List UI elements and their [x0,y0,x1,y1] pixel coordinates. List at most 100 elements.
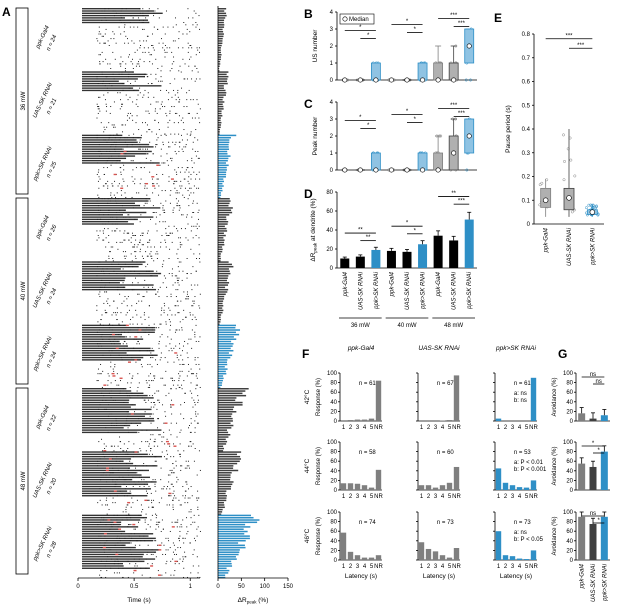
raster-dot [142,12,144,14]
raster-dot [195,178,197,180]
raster-dot [182,150,184,152]
raster-dot [103,185,105,187]
histogram-bar [218,467,234,469]
raster-dot [135,338,137,340]
histogram-bar [218,562,232,565]
raster-dot [150,402,152,403]
raster-dot [189,542,191,544]
raster-dot [193,162,195,164]
raster-dot [98,214,100,216]
raster-dot [174,563,176,565]
genotype-label: UAS-SK RNAi [567,227,573,266]
raster-dot [147,524,149,526]
raster-dot [154,479,156,481]
raster-red-mark [102,546,106,549]
raster-dot [187,198,189,200]
raster-dot [126,150,128,152]
raster-dot [112,260,114,262]
histogram-bar [218,422,231,424]
histogram-bar [218,295,225,298]
histogram-bar [218,82,228,85]
raster-dot [175,388,177,390]
bar [578,463,586,490]
raster-dot [115,200,117,202]
raster-dot [147,544,149,546]
raster-dot [143,261,145,263]
raster-red-mark [107,519,111,521]
raster-dot [164,212,166,213]
raster-dot [156,390,158,392]
raster-dot [121,359,123,361]
raster-trace [82,514,142,517]
raster-dot [188,89,190,91]
raster-dot [144,521,146,523]
raster-dot [125,506,127,508]
bar [600,516,608,560]
raster-trace [82,533,154,535]
histogram-bar [218,10,225,12]
raster-dot [195,78,197,80]
raster-red-mark [106,467,110,469]
raster-dot [127,467,129,469]
raster-dot [131,144,133,146]
raster-dot [178,537,180,539]
raster-dot [162,282,164,284]
histogram-bar [218,110,222,112]
raster-trace [82,136,142,139]
raster-dot [170,399,172,401]
raster-dot [102,519,104,521]
raster-dot [160,530,162,532]
x-tick-label: 4 [363,425,367,431]
raster-dot [150,553,152,555]
raster-dot [191,495,193,497]
raster-dot [114,502,116,504]
raster-dot [154,392,156,394]
y-tick-label: 20 [330,478,337,484]
raster-dot [196,24,198,26]
raster-dot [193,302,195,304]
raster-trace [82,277,126,279]
raster-dot [121,492,123,494]
raster-dot [150,160,152,162]
raster-dot [163,275,165,277]
raster-dot [140,134,142,136]
raster-trace [82,476,151,479]
raster-dot [147,92,149,94]
raster-dot [140,45,142,46]
histogram-bar [218,298,225,300]
raster-dot [170,190,172,192]
raster-dot [197,71,199,73]
raster-dot [197,218,199,220]
histogram-bar [218,326,236,329]
raster-dot [114,380,116,382]
y-tick-label: 2 [330,44,334,50]
raster-trace [82,284,154,286]
raster-trace [82,560,145,563]
raster-dot [181,350,183,352]
raster-dot [117,223,119,225]
raster-dot [163,162,165,164]
raster-dot [124,239,126,241]
raster-dot [117,334,119,336]
raster-dot [193,537,195,539]
raster-dot [173,225,175,227]
raster-dot [116,384,118,386]
raster-dot [198,497,200,499]
raster-dot [180,413,182,415]
histogram-bar [218,67,220,70]
histogram-bar [218,508,223,511]
raster-dot [102,185,104,187]
column-title: UAS-SK RNAi [418,345,460,352]
raster-dot [139,141,141,143]
histogram-bar [218,455,241,458]
raster-dot [122,83,124,85]
bar [600,415,608,421]
raster-dot [109,336,111,338]
raster-dot [98,441,100,443]
raster-dot [162,106,164,108]
raster-dot [155,212,157,213]
raster-dot [173,56,175,58]
histogram-bar [218,155,231,157]
raster-dot [140,504,142,506]
raster-trace [82,17,126,19]
